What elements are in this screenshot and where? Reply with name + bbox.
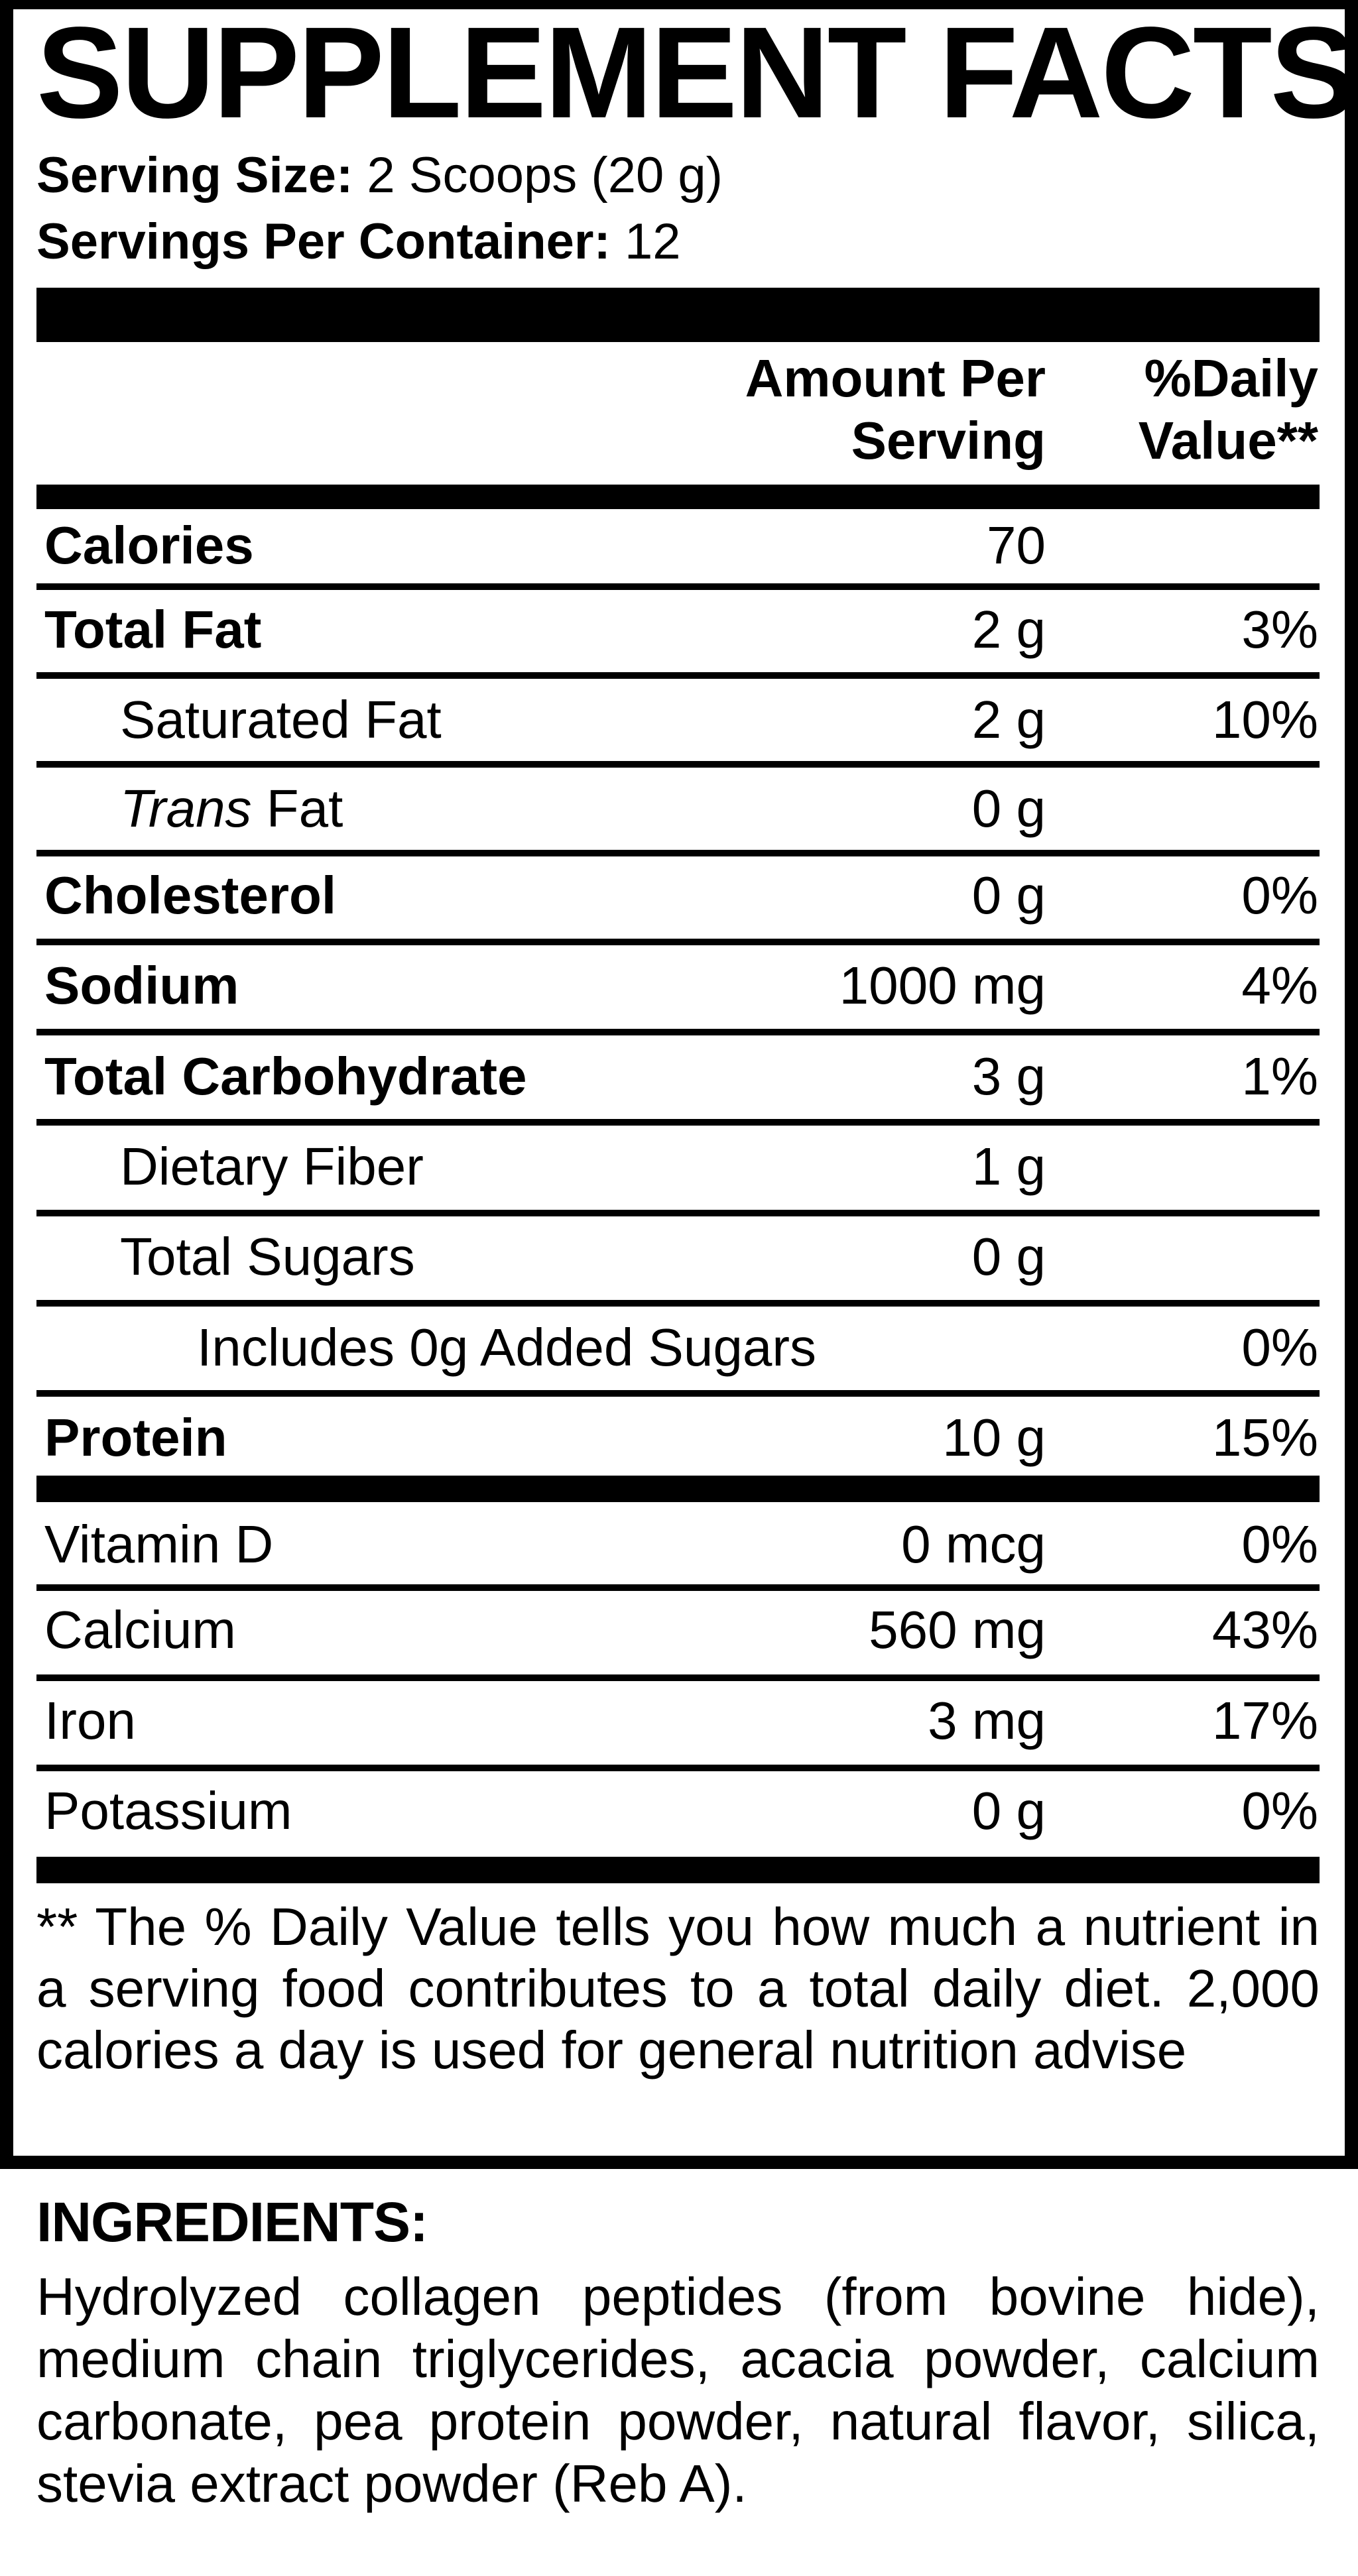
nutrient-name: Total Carbohydrate [44,1047,527,1106]
nutrient-name: Protein [44,1408,227,1467]
vitamin-amount: 560 mg [869,1600,1046,1659]
daily-value-footnote: ** The % Daily Value tells you how much … [36,1897,1320,2079]
row-divider [36,761,1320,768]
nutrient-row: Trans Fat 0 g [36,764,1320,854]
serving-size-label: Serving Size: [36,147,353,204]
vitamin-daily-value: 0% [1241,1781,1318,1840]
nutrient-row: Dietary Fiber 1 g [36,1122,1320,1212]
nutrient-name: Includes 0g Added Sugars [197,1318,817,1377]
row-divider [36,850,1320,856]
nutrient-amount: 0 g [971,1227,1046,1286]
servings-per-container: Servings Per Container: 12 [36,212,680,272]
serving-size: Serving Size: 2 Scoops (20 g) [36,146,723,205]
nutrient-row: Protein 10 g 15% [36,1393,1320,1483]
vitamin-amount: 0 mcg [901,1515,1046,1574]
nutrient-row: Total Fat 2 g 3% [36,585,1320,675]
nutrient-name: Sodium [44,956,239,1015]
ingredients-heading: INGREDIENTS: [36,2191,428,2253]
nutrient-amount: 1 g [971,1137,1046,1196]
nutrient-row: Total Sugars 0 g [36,1212,1320,1302]
panel-title: SUPPLEMENT FACTS [36,0,1357,145]
row-divider [36,1390,1320,1397]
row-divider [36,583,1320,590]
amount-per-serving-header: Amount Per Serving [745,347,1046,472]
nutrient-name-italic: Trans [120,779,252,838]
nutrient-amount: 0 g [971,866,1046,925]
vitamin-amount: 0 g [971,1781,1046,1840]
nutrient-amount: 3 g [971,1047,1046,1106]
vitamin-row: Potassium 0 g 0% [36,1766,1320,1856]
servings-per-container-value: 12 [624,213,681,270]
row-divider [36,1119,1320,1126]
daily-value-header: %Daily Value** [1139,347,1318,472]
nutrient-amount: 1000 mg [839,956,1046,1015]
nutrient-daily-value: 15% [1211,1408,1318,1467]
ingredients-text: Hydrolyzed collagen peptides (from bovin… [36,2267,1320,2513]
row-divider [36,939,1320,945]
nutrient-row: Includes 0g Added Sugars 0% [36,1303,1320,1393]
vitamin-name: Iron [44,1691,136,1750]
nutrient-amount: 0 g [971,779,1046,838]
nutrient-daily-value: 1% [1241,1047,1318,1106]
nutrient-amount: 70 [987,516,1046,575]
vitamin-daily-value: 0% [1241,1515,1318,1574]
supplement-facts-panel [0,0,1358,2169]
nutrient-amount: 2 g [971,600,1046,659]
nutrient-name-rest: Fat [251,779,343,838]
nutrient-name: Trans Fat [120,764,343,854]
nutrient-daily-value: 10% [1211,690,1318,749]
divider-bar [36,1476,1320,1502]
nutrient-row: Calories 70 [36,500,1320,591]
nutrient-amount: 2 g [971,690,1046,749]
row-divider [36,1765,1320,1771]
nutrient-amount: 10 g [942,1408,1046,1467]
header-line: Serving [851,411,1046,470]
header-line: Value** [1138,411,1318,470]
nutrient-daily-value: 3% [1241,600,1318,659]
vitamin-daily-value: 43% [1211,1600,1318,1659]
nutrient-daily-value: 0% [1241,1318,1318,1377]
vitamin-daily-value: 17% [1211,1691,1318,1750]
nutrient-name: Total Fat [44,600,262,659]
divider-bar [36,288,1320,342]
nutrient-daily-value: 0% [1241,866,1318,925]
nutrient-name: Dietary Fiber [120,1137,424,1196]
row-divider [36,672,1320,679]
vitamin-row: Iron 3 mg 17% [36,1676,1320,1766]
nutrient-name: Saturated Fat [120,690,442,749]
servings-per-container-label: Servings Per Container: [36,213,611,270]
serving-size-value: 2 Scoops (20 g) [367,147,723,204]
row-divider [36,1210,1320,1216]
row-divider [36,1584,1320,1591]
row-divider [36,1300,1320,1307]
vitamin-name: Potassium [44,1781,292,1840]
vitamin-row: Calcium 560 mg 43% [36,1585,1320,1675]
divider-bar [36,1857,1320,1883]
nutrient-row: Sodium 1000 mg 4% [36,941,1320,1031]
nutrient-daily-value: 4% [1241,956,1318,1015]
nutrient-row: Cholesterol 0 g 0% [36,850,1320,941]
header-line: Amount Per [745,349,1046,408]
vitamin-row: Vitamin D 0 mcg 0% [36,1499,1320,1590]
header-line: %Daily [1144,349,1318,408]
vitamin-amount: 3 mg [928,1691,1046,1750]
nutrient-row: Saturated Fat 2 g 10% [36,675,1320,765]
row-divider [36,1029,1320,1035]
row-divider [36,1674,1320,1681]
nutrient-name: Total Sugars [120,1227,415,1286]
divider-bar [36,485,1320,509]
nutrient-name: Cholesterol [44,866,337,925]
nutrient-row: Total Carbohydrate 3 g 1% [36,1031,1320,1122]
vitamin-name: Calcium [44,1600,236,1659]
nutrient-name: Calories [44,516,254,575]
vitamin-name: Vitamin D [44,1515,274,1574]
